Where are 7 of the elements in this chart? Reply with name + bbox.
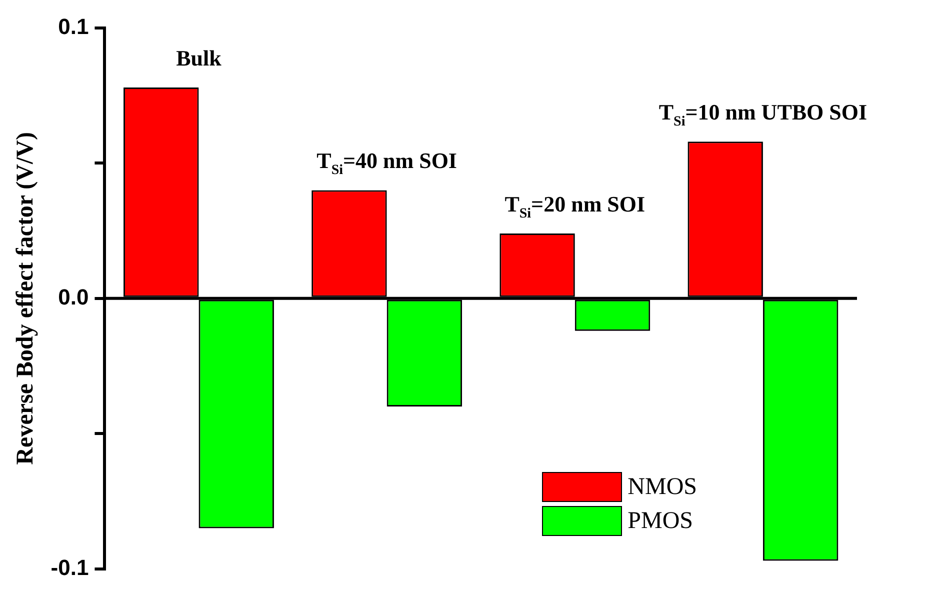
- y-tick-label: 0.1: [58, 14, 89, 40]
- y-tick-label: 0.0: [58, 284, 89, 310]
- y-tick-label: -0.1: [50, 554, 89, 580]
- annotation: Bulk: [176, 45, 222, 70]
- y-axis-title: Reverse Body effect factor (V/V): [12, 132, 39, 465]
- legend-label: PMOS: [628, 508, 694, 534]
- legend-label: NMOS: [628, 474, 697, 500]
